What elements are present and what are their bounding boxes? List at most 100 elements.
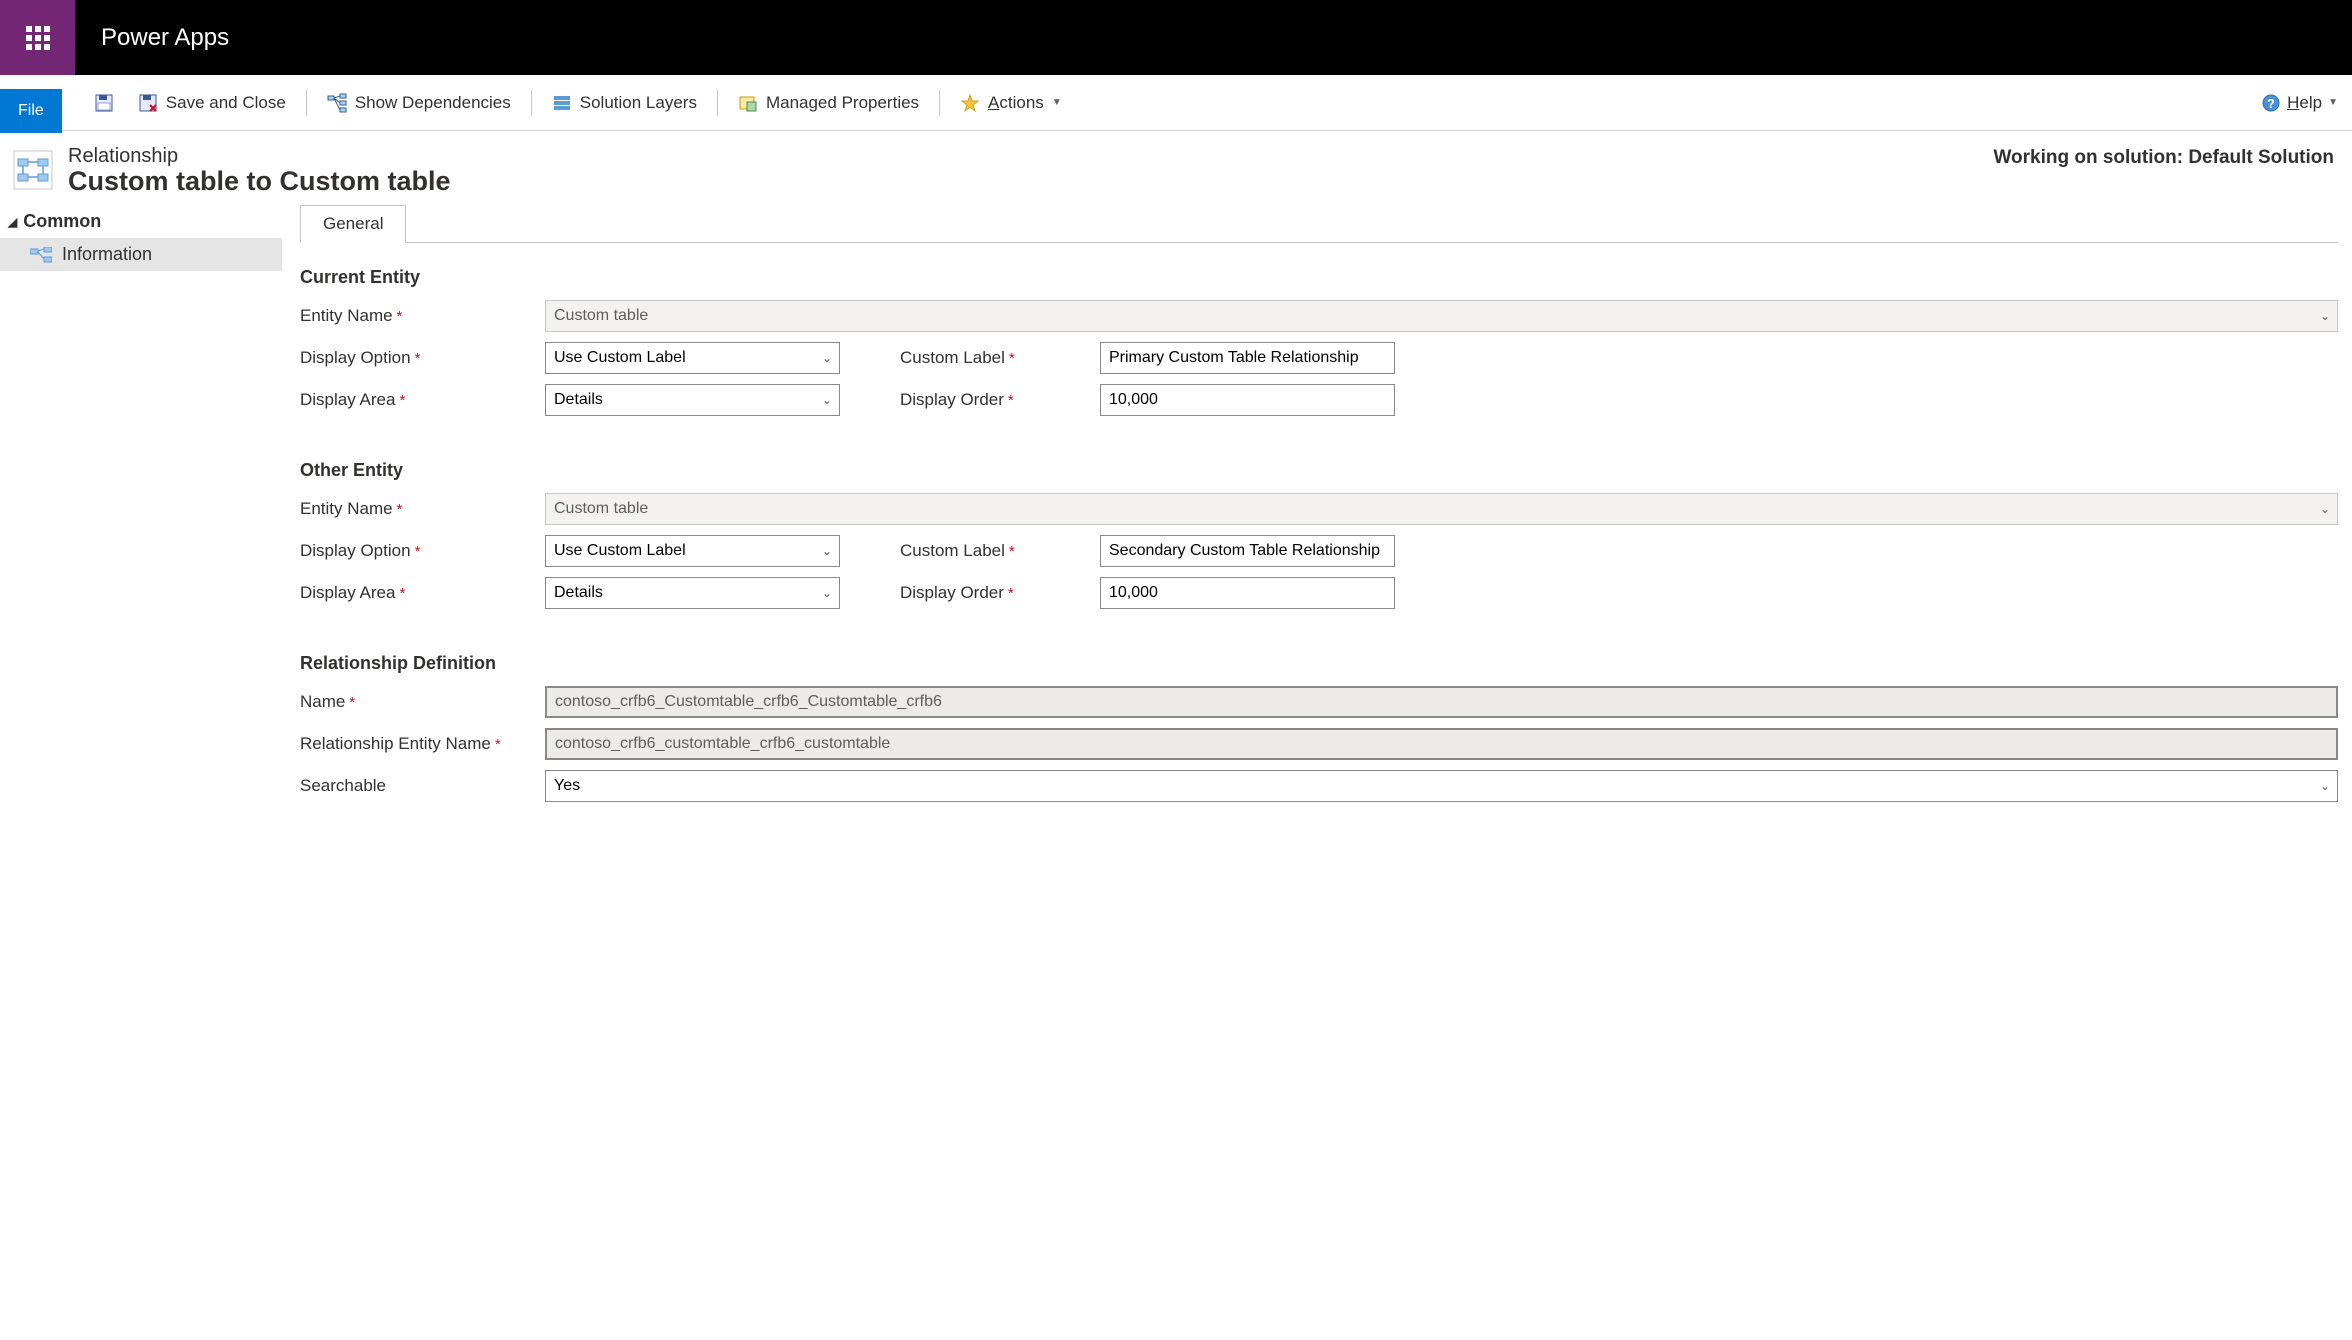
row-current-display-option: Display Option* ⌄ Custom Label* (300, 342, 2338, 374)
divider (531, 90, 532, 116)
required-marker: * (495, 736, 501, 753)
chevron-down-icon: ▼ (1052, 97, 1062, 108)
label-text: Entity Name (300, 306, 393, 326)
section-other-entity: Other Entity (300, 460, 2338, 481)
show-dependencies-label: Show Dependencies (355, 93, 511, 113)
required-marker: * (415, 350, 421, 367)
field-other-entity-name: ⌄ (545, 493, 2338, 525)
save-and-close-label: Save and Close (166, 93, 286, 113)
label-relationship-entity-name: Relationship Entity Name* (300, 734, 525, 754)
label-text: Name (300, 692, 345, 712)
solution-layers-button[interactable]: Solution Layers (540, 87, 709, 119)
label-custom-label: Custom Label* (860, 348, 1080, 368)
label-searchable: Searchable (300, 776, 525, 796)
information-icon (30, 247, 52, 263)
tab-general-label: General (323, 214, 383, 233)
label-display-option: Display Option* (300, 541, 525, 561)
content-panel: General Current Entity Entity Name* ⌄ Di… (282, 205, 2352, 812)
field-current-display-option: ⌄ (545, 342, 840, 374)
current-display-option-select[interactable] (545, 342, 840, 374)
required-marker: * (397, 308, 403, 325)
sidebar-common-label: Common (23, 211, 101, 232)
page-subheader: Relationship Custom table to Custom tabl… (0, 131, 2352, 205)
form-pane: Current Entity Entity Name* ⌄ Display Op… (300, 243, 2352, 802)
page-kicker: Relationship (68, 145, 451, 168)
label-display-order: Display Order* (860, 583, 1080, 603)
field-relationship-entity-name (545, 728, 2338, 760)
other-display-option-select[interactable] (545, 535, 840, 567)
label-text: Display Option (300, 348, 411, 368)
help-button[interactable]: ? Help ▼ (2261, 93, 2338, 113)
solution-layers-label: Solution Layers (580, 93, 697, 113)
sidebar-node-common[interactable]: ◢ Common (0, 205, 282, 238)
searchable-select[interactable] (545, 770, 2338, 802)
current-entity-name-input[interactable] (545, 300, 2338, 332)
managed-properties-label: Managed Properties (766, 93, 919, 113)
command-group: Save and Close Show Dependencies Solutio… (62, 87, 1074, 119)
section-current-entity: Current Entity (300, 267, 2338, 288)
other-display-order-input[interactable] (1100, 577, 1395, 609)
required-marker: * (397, 501, 403, 518)
other-custom-label-input[interactable] (1100, 535, 1395, 567)
relationship-entity-name-input (545, 728, 2338, 760)
app-title: Power Apps (75, 24, 229, 52)
other-entity-name-input[interactable] (545, 493, 2338, 525)
definition-name-input (545, 686, 2338, 718)
required-marker: * (1009, 543, 1015, 560)
label-text: Display Order (900, 583, 1004, 603)
relationship-icon (12, 149, 54, 191)
divider (717, 90, 718, 116)
row-current-display-area: Display Area* ⌄ Display Order* (300, 384, 2338, 416)
required-marker: * (1008, 585, 1014, 602)
tab-general[interactable]: General (300, 205, 406, 243)
label-text: Searchable (300, 776, 386, 796)
managed-properties-button[interactable]: Managed Properties (726, 87, 931, 119)
label-text: Custom Label (900, 541, 1005, 561)
label-display-order: Display Order* (860, 390, 1080, 410)
svg-text:?: ? (2267, 96, 2275, 111)
field-other-display-order (1100, 577, 1395, 609)
save-button[interactable] (82, 87, 126, 119)
row-searchable: Searchable ⌄ (300, 770, 2338, 802)
current-display-area-select[interactable] (545, 384, 840, 416)
current-custom-label-input[interactable] (1100, 342, 1395, 374)
file-menu-button[interactable]: File (0, 89, 62, 133)
field-searchable: ⌄ (545, 770, 2338, 802)
field-current-display-area: ⌄ (545, 384, 840, 416)
label-display-area: Display Area* (300, 390, 525, 410)
save-close-icon (138, 93, 158, 113)
required-marker: * (349, 694, 355, 711)
label-text: Display Order (900, 390, 1004, 410)
divider (306, 90, 307, 116)
save-and-close-button[interactable]: Save and Close (126, 87, 298, 119)
show-dependencies-button[interactable]: Show Dependencies (315, 87, 523, 119)
row-definition-name: Name* (300, 686, 2338, 718)
field-current-custom-label (1100, 342, 1395, 374)
field-other-custom-label (1100, 535, 1395, 567)
label-text: Display Area (300, 390, 395, 410)
required-marker: * (399, 392, 405, 409)
dependencies-icon (327, 93, 347, 113)
row-other-display-area: Display Area* ⌄ Display Order* (300, 577, 2338, 609)
row-relationship-entity-name: Relationship Entity Name* (300, 728, 2338, 760)
main-area: ◢ Common Information General Current Ent… (0, 205, 2352, 812)
waffle-icon (26, 26, 50, 50)
field-current-entity-name: ⌄ (545, 300, 2338, 332)
actions-icon (960, 93, 980, 113)
label-text: Entity Name (300, 499, 393, 519)
label-text: Display Area (300, 583, 395, 603)
actions-menu-button[interactable]: Actions ▼ (948, 87, 1074, 119)
actions-label: Actions (988, 93, 1044, 113)
current-display-order-input[interactable] (1100, 384, 1395, 416)
row-other-entity-name: Entity Name* ⌄ (300, 493, 2338, 525)
divider (939, 90, 940, 116)
file-menu-label: File (18, 102, 44, 120)
label-text: Display Option (300, 541, 411, 561)
app-launcher-button[interactable] (0, 0, 75, 75)
tab-strip: General (300, 205, 2338, 243)
other-display-area-select[interactable] (545, 577, 840, 609)
label-entity-name: Entity Name* (300, 499, 525, 519)
label-display-area: Display Area* (300, 583, 525, 603)
sidebar-item-information[interactable]: Information (0, 238, 282, 271)
caret-down-icon: ◢ (8, 215, 17, 229)
